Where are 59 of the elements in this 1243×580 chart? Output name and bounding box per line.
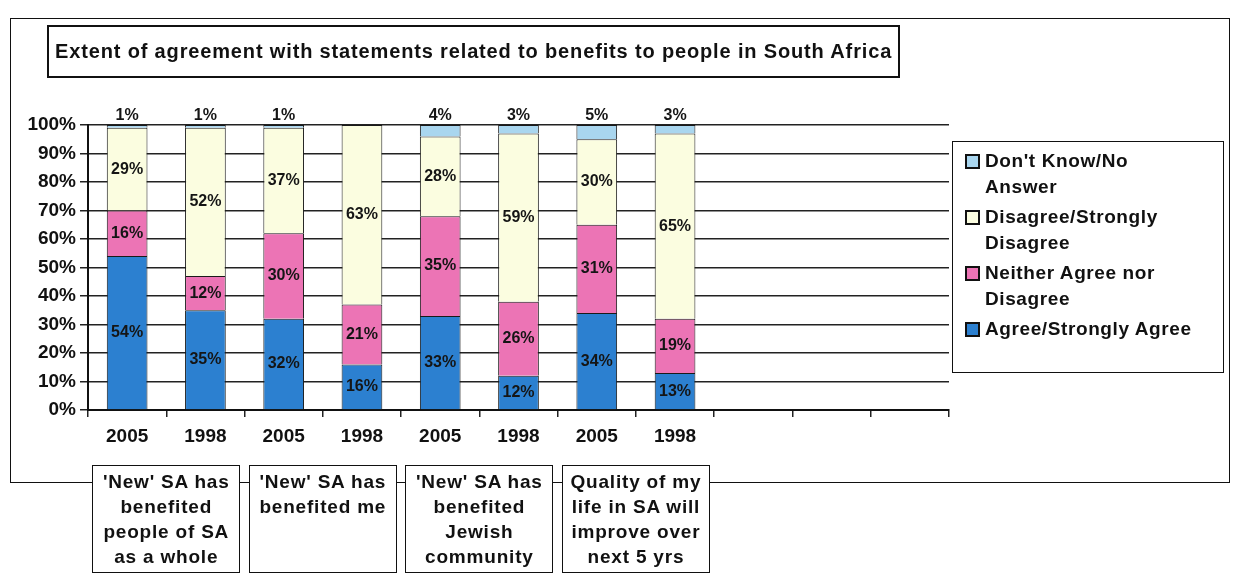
data-label: 35%	[424, 256, 457, 274]
data-label: 4%	[428, 106, 452, 124]
data-label: 19%	[659, 336, 692, 354]
data-label: 1%	[115, 106, 139, 124]
data-label: 32%	[267, 354, 300, 372]
data-label: 21%	[345, 324, 378, 342]
y-tick-label: 30%	[37, 312, 77, 334]
data-label: 13%	[659, 381, 692, 399]
text: 'New' SA has benefited Jewish community	[405, 465, 554, 573]
data-label: 5%	[585, 106, 609, 124]
x-tick-label: 1998	[653, 424, 697, 446]
y-tick-label: 70%	[37, 198, 77, 220]
y-tick-label: 10%	[37, 369, 77, 391]
y-tick-label: 40%	[37, 284, 77, 306]
data-label: 3%	[663, 106, 687, 124]
y-tick-label: 100%	[27, 113, 77, 135]
x-tick-label: 2005	[106, 424, 149, 446]
y-tick-label: 20%	[37, 341, 77, 363]
x-tick-label: 2005	[262, 424, 306, 446]
data-label: 30%	[580, 172, 613, 190]
legend-label: Disagree/Strongly Disagree	[985, 205, 1159, 255]
data-label: 31%	[580, 259, 613, 277]
text: 'New' SA has benefited me	[248, 465, 397, 573]
data-label: 16%	[111, 223, 144, 241]
data-label: 59%	[502, 208, 535, 226]
data-label: 34%	[580, 351, 613, 369]
x-tick-label: 1998	[497, 424, 540, 446]
data-label: 1%	[272, 106, 296, 124]
x-tick-label: 1998	[184, 424, 227, 446]
y-tick-label: 80%	[37, 170, 77, 192]
text: Quality of my life in SA will improve over next 5 yrs	[561, 465, 710, 573]
data-label: 65%	[659, 216, 692, 234]
x-tick-label: 2005	[575, 424, 619, 446]
y-tick-label: 90%	[37, 141, 77, 163]
x-tick-label: 1998	[340, 424, 384, 446]
data-label: 30%	[267, 266, 300, 284]
legend-label: Neither Agree nor Disagree	[985, 261, 1156, 311]
data-label: 54%	[111, 323, 144, 341]
text: 'New' SA has benefited people of SA as a whole	[92, 465, 241, 573]
data-label: 63%	[345, 205, 378, 223]
data-label: 26%	[502, 329, 535, 347]
data-label: 12%	[502, 382, 535, 400]
data-label: 12%	[189, 283, 222, 301]
y-tick-label: 50%	[37, 255, 77, 277]
data-label: 37%	[267, 170, 300, 188]
data-label: 16%	[345, 377, 378, 395]
chart-title: Extent of agreement with statements related to benefits to people in South Africa	[47, 25, 901, 78]
legend-label: Agree/Strongly Agree	[985, 317, 1192, 341]
data-label: 3%	[506, 106, 531, 124]
data-label: 35%	[189, 350, 222, 368]
data-label: 28%	[424, 166, 457, 184]
data-label: 52%	[189, 192, 222, 210]
data-label: 29%	[111, 159, 144, 177]
data-label: 33%	[424, 353, 457, 371]
y-tick-label: 0%	[48, 398, 77, 420]
data-label: 1%	[193, 106, 217, 124]
y-tick-label: 60%	[37, 227, 77, 249]
legend-label: Don't Know/No Answer	[985, 149, 1130, 199]
x-tick-label: 2005	[419, 424, 462, 446]
